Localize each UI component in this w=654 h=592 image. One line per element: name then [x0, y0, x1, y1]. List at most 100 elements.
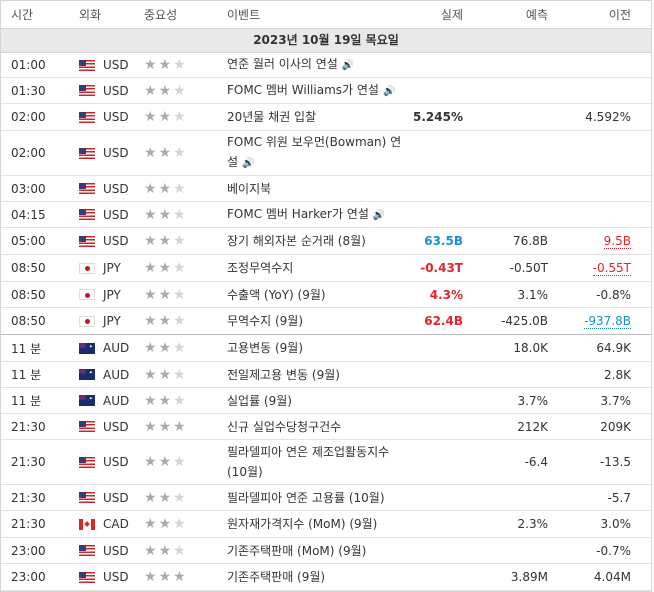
- previous-value: 4.592%: [548, 110, 631, 124]
- event-currency: USD: [79, 491, 141, 505]
- previous-text: 9.5B: [603, 234, 631, 249]
- star-icon: ★: [158, 313, 174, 329]
- table-row[interactable]: 21:30 USD ★★★ 필라델피아 연준 고용률 (10월) -5.7: [1, 485, 651, 511]
- table-row[interactable]: 23:00 USD ★★★ 기존주택판매 (9월) 3.89M 4.04M: [1, 564, 651, 591]
- table-row[interactable]: 01:30 USD ★★★ FOMC 멤버 Williams가 연설 🔊: [1, 78, 651, 104]
- event-name[interactable]: 연준 월러 이사의 연설 🔊: [227, 54, 407, 76]
- table-row[interactable]: 21:30 USD ★★★ 신규 실업수당청구건수 212K 209K: [1, 414, 651, 440]
- event-title[interactable]: 20년물 채권 입찰: [227, 110, 317, 124]
- event-name[interactable]: FOMC 멤버 Harker가 연설 🔊: [227, 204, 407, 226]
- event-name[interactable]: 베이지북: [227, 179, 407, 199]
- table-row[interactable]: 03:00 USD ★★★ 베이지북: [1, 176, 651, 202]
- table-row[interactable]: 21:30 USD ★★★ 필라델피아 연은 제조업활동지수 (10월) -6.4 -13…: [1, 440, 651, 485]
- forecast-value: -425.0B: [501, 314, 548, 328]
- star-icon: ★: [158, 233, 174, 249]
- event-title[interactable]: FOMC 위원 보우먼(Bowman) 연설: [227, 135, 402, 169]
- event-name[interactable]: FOMC 위원 보우먼(Bowman) 연설 🔊: [227, 132, 407, 174]
- previous-text: 209K: [600, 419, 631, 434]
- event-title[interactable]: 조정무역수지: [227, 261, 294, 275]
- previous-text: -0.55T: [592, 261, 631, 276]
- event-title[interactable]: 전일제고용 변동 (9월): [227, 367, 340, 382]
- table-row[interactable]: 08:50 JPY ★★★ 무역수지 (9월) 62.4B -425.0B -937.8B: [1, 308, 651, 335]
- speaker-icon: 🔊: [372, 209, 386, 221]
- table-row[interactable]: 21:30 CAD ★★★ 원자재가격지수 (MoM) (9월) 2.3% 3.0%: [1, 511, 651, 538]
- table-row[interactable]: 11 분AUD★★★실업률 (9월)3.7%3.7%: [1, 388, 651, 414]
- star-icon: ★: [173, 109, 188, 125]
- event-name[interactable]: 장기 해외자본 순거래 (8월): [227, 231, 407, 251]
- event-title[interactable]: 신규 실업수당청구건수: [227, 419, 342, 434]
- event-name[interactable]: 20년물 채권 입찰: [227, 107, 407, 127]
- event-title[interactable]: 원자재가격지수 (MoM) (9월): [227, 517, 378, 531]
- col-event-header[interactable]: 이벤트: [227, 7, 261, 22]
- event-title[interactable]: 무역수지 (9월): [227, 314, 304, 328]
- star-icon: ★: [144, 145, 159, 161]
- event-name[interactable]: FOMC 멤버 Williams가 연설 🔊: [227, 80, 407, 102]
- event-currency: USD: [79, 544, 141, 558]
- col-previous-header[interactable]: 이전: [608, 8, 631, 22]
- col-time-header[interactable]: 시간: [11, 8, 34, 22]
- table-row[interactable]: 01:00 USD ★★★ 연준 월러 이사의 연설 🔊: [1, 53, 651, 78]
- event-title[interactable]: 고용변동 (9월): [227, 341, 304, 355]
- event-name[interactable]: 필라델피아 연은 제조업활동지수 (10월): [227, 442, 407, 482]
- star-icon: ★: [173, 542, 188, 559]
- importance-stars: ★★★: [141, 490, 227, 506]
- event-title[interactable]: 수출액 (YoY) (9월): [227, 287, 326, 302]
- table-row[interactable]: 02:00 USD ★★★ FOMC 위원 보우먼(Bowman) 연설 🔊: [1, 131, 651, 176]
- event-currency: JPY: [79, 314, 141, 328]
- event-title[interactable]: 실업률 (9월): [227, 393, 292, 408]
- event-name[interactable]: 필라델피아 연준 고용률 (10월): [227, 488, 407, 508]
- usd-flag-icon: [79, 147, 95, 159]
- event-name[interactable]: 기존주택판매 (MoM) (9월): [227, 541, 407, 561]
- event-title[interactable]: 기존주택판매 (9월): [227, 570, 326, 584]
- importance-stars: ★★★: [141, 367, 227, 383]
- star-icon: ★: [144, 542, 159, 559]
- table-row[interactable]: 04:15 USD ★★★ FOMC 멤버 Harker가 연설 🔊: [1, 202, 651, 228]
- previous-text: 2.8K: [604, 367, 631, 382]
- table-row[interactable]: 23:00 USD ★★★ 기존주택판매 (MoM) (9월) -0.7%: [1, 538, 651, 564]
- col-importance-header[interactable]: 중요성: [144, 8, 178, 22]
- event-title[interactable]: 필라델피아 연은 제조업활동지수 (10월): [227, 445, 390, 479]
- table-row[interactable]: 11 분AUD★★★전일제고용 변동 (9월)2.8K: [1, 362, 651, 388]
- importance-stars: ★★★: [141, 181, 227, 197]
- currency-code: USD: [103, 455, 129, 469]
- event-title[interactable]: FOMC 멤버 Harker가 연설: [227, 206, 369, 221]
- previous-value: 2.8K: [548, 368, 631, 382]
- event-title[interactable]: 필라델피아 연준 고용률 (10월): [227, 490, 385, 505]
- event-time: 23:00: [11, 543, 46, 558]
- previous-text: 64.9K: [596, 341, 631, 355]
- currency-code: AUD: [103, 341, 130, 355]
- event-title[interactable]: 장기 해외자본 순거래 (8월): [227, 234, 366, 248]
- actual-value: 62.4B: [407, 314, 463, 328]
- table-header: 시간 외화 중요성 이벤트 실제 예측 이전: [1, 1, 651, 29]
- table-row[interactable]: 02:00 USD ★★★ 20년물 채권 입찰 5.245% 4.592%: [1, 104, 651, 131]
- event-name[interactable]: 조정무역수지: [227, 258, 407, 278]
- table-row[interactable]: 08:50 JPY ★★★ 조정무역수지 -0.43T -0.50T -0.55T: [1, 255, 651, 282]
- forecast-value: -0.50T: [509, 261, 548, 275]
- star-icon: ★: [158, 454, 174, 470]
- event-name[interactable]: 원자재가격지수 (MoM) (9월): [227, 514, 407, 534]
- event-time: 05:00: [11, 234, 46, 248]
- event-name[interactable]: 기존주택판매 (9월): [227, 567, 407, 587]
- event-time: 02:00: [11, 146, 46, 160]
- table-row[interactable]: 05:00 USD ★★★ 장기 해외자본 순거래 (8월) 63.5B 76.8B 9.5…: [1, 228, 651, 255]
- event-title[interactable]: FOMC 멤버 Williams가 연설: [227, 82, 379, 97]
- event-title[interactable]: 베이지북: [227, 181, 272, 196]
- event-time: 11 분: [11, 368, 42, 382]
- event-name[interactable]: 실업률 (9월): [227, 391, 407, 411]
- event-name[interactable]: 전일제고용 변동 (9월): [227, 365, 407, 385]
- event-title[interactable]: 연준 월러 이사의 연설: [227, 57, 338, 71]
- star-icon: ★: [173, 180, 188, 197]
- event-name[interactable]: 수출액 (YoY) (9월): [227, 285, 407, 305]
- event-title[interactable]: 기존주택판매 (MoM) (9월): [227, 543, 367, 558]
- event-name[interactable]: 신규 실업수당청구건수: [227, 417, 407, 437]
- col-forecast-header[interactable]: 예측: [525, 8, 548, 22]
- event-currency: USD: [79, 455, 141, 469]
- col-currency-header[interactable]: 외화: [79, 8, 102, 22]
- col-actual-header[interactable]: 실제: [440, 8, 463, 22]
- event-name[interactable]: 무역수지 (9월): [227, 311, 407, 331]
- star-icon: ★: [173, 366, 188, 383]
- table-row[interactable]: 08:50 JPY ★★★ 수출액 (YoY) (9월) 4.3% 3.1% -0.8%: [1, 282, 651, 308]
- event-time: 11 분: [11, 394, 42, 408]
- event-name[interactable]: 고용변동 (9월): [227, 338, 407, 358]
